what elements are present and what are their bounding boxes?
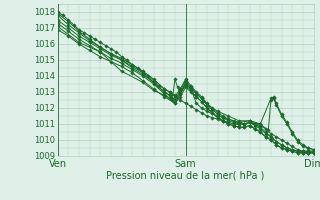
X-axis label: Pression niveau de la mer( hPa ): Pression niveau de la mer( hPa ): [107, 170, 265, 180]
